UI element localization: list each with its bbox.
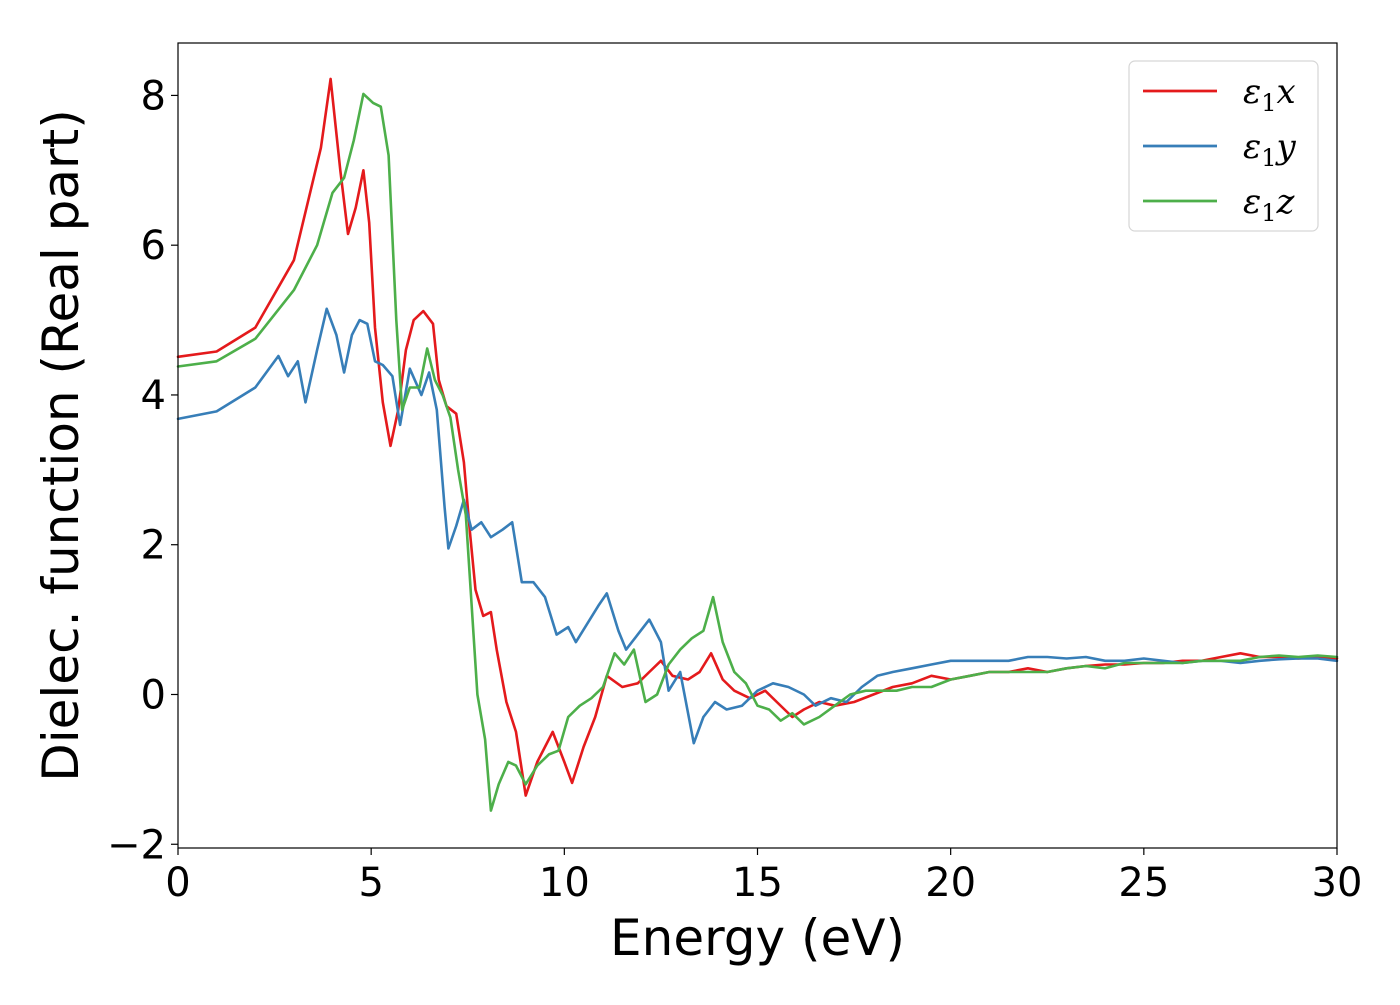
legend: ε1x ε1y ε1z <box>1128 60 1319 232</box>
x-tick-label: 10 <box>539 860 590 906</box>
legend-label-z: ε1z <box>1243 182 1296 227</box>
legend-label-x: ε1x <box>1243 72 1296 117</box>
y-tick-label: −2 <box>107 822 166 868</box>
y-tick-label: 0 <box>141 672 166 718</box>
x-tick-label: 25 <box>1118 860 1169 906</box>
series-line-z <box>176 92 1339 812</box>
x-tick-label: 30 <box>1312 860 1363 906</box>
series-line-y <box>176 307 1339 745</box>
legend-box <box>1128 60 1319 232</box>
y-tick-label: 2 <box>141 523 166 569</box>
legend-label-y: ε1y <box>1243 127 1297 172</box>
y-tick-label: 4 <box>141 373 166 419</box>
x-tick-label: 5 <box>358 860 383 906</box>
y-axis-title: Dielec. function (Real part) <box>32 109 90 781</box>
x-tick-label: 20 <box>925 860 976 906</box>
y-tick-label: 8 <box>141 73 166 119</box>
series-layer <box>176 77 1339 812</box>
x-tick-label: 0 <box>165 860 190 906</box>
x-tick-label: 15 <box>732 860 783 906</box>
x-axis-title: Energy (eV) <box>610 909 905 967</box>
y-tick-label: 6 <box>141 223 166 269</box>
